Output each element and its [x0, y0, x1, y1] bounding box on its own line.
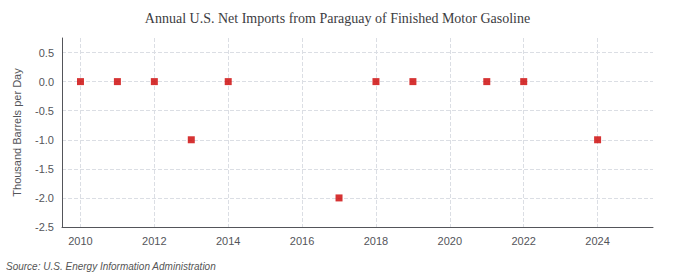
svg-text:2022: 2022	[511, 235, 535, 247]
svg-text:0.5: 0.5	[39, 47, 54, 59]
svg-text:-2.0: -2.0	[35, 192, 54, 204]
svg-text:2024: 2024	[585, 235, 609, 247]
svg-text:2016: 2016	[290, 235, 314, 247]
svg-text:2020: 2020	[438, 235, 462, 247]
svg-text:-0.5: -0.5	[35, 105, 54, 117]
svg-text:0.0: 0.0	[39, 76, 54, 88]
svg-text:2010: 2010	[68, 235, 92, 247]
svg-text:2018: 2018	[364, 235, 388, 247]
svg-text:-1.0: -1.0	[35, 134, 54, 146]
svg-text:Annual U.S. Net Imports from P: Annual U.S. Net Imports from Paraguay of…	[145, 11, 530, 26]
svg-text:2014: 2014	[216, 235, 240, 247]
svg-text:-2.5: -2.5	[35, 221, 54, 233]
svg-text:Source: U.S. Energy Informatio: Source: U.S. Energy Information Administ…	[6, 261, 216, 272]
svg-text:2012: 2012	[142, 235, 166, 247]
svg-text:Thousand Barrels per Day: Thousand Barrels per Day	[11, 68, 23, 197]
svg-text:-1.5: -1.5	[35, 163, 54, 175]
